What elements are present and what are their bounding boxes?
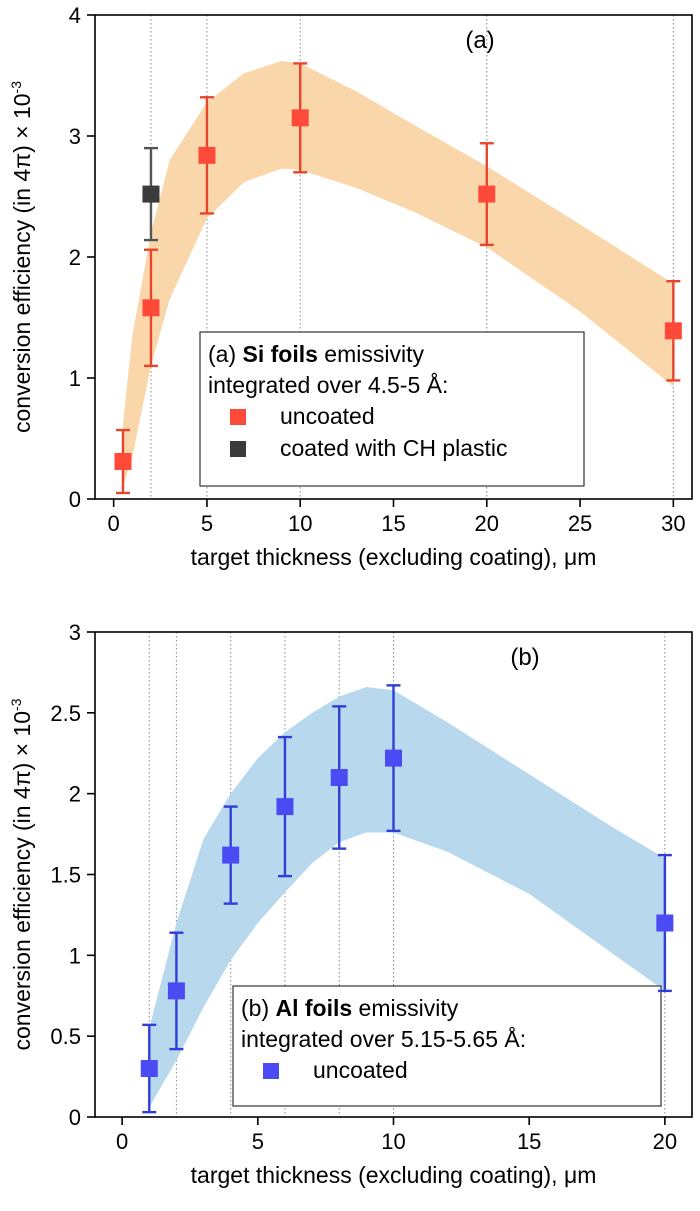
y-tick-label: 2	[69, 245, 81, 270]
x-tick-label: 5	[252, 1129, 264, 1154]
x-axis-title: target thickness (excluding coating), μm	[191, 544, 597, 570]
x-tick-label: 20	[475, 511, 499, 536]
y-tick-label: 4	[69, 3, 81, 28]
data-point	[291, 109, 309, 127]
panel-label: (a)	[465, 27, 494, 54]
legend-title-suffix: emissivity	[318, 341, 425, 367]
chart-panel-a: 0 5 10 15 20 25 30 0 1 2 3 4 target thickness (exclu…	[8, 3, 693, 570]
y-tick-label: 2.5	[50, 701, 81, 726]
y-axis-title: conversion efficiency (in 4π) × 10-3	[8, 698, 35, 1050]
data-point	[142, 299, 160, 317]
legend-marker	[230, 409, 246, 425]
legend-title: (a) Si foils emissivity	[208, 341, 424, 367]
y-axis-title-main: conversion efficiency (in 4π) × 10	[9, 711, 35, 1051]
data-point	[198, 146, 216, 164]
uncertainty-band	[149, 686, 665, 1108]
data-point	[330, 769, 348, 786]
legend-subtitle: integrated over 5.15-5.65 Å:	[241, 1025, 526, 1052]
y-axis-title-exponent: -3	[8, 81, 24, 94]
y-tick-label: 1	[69, 943, 81, 968]
data-point	[167, 982, 185, 1000]
x-tick-label: 20	[653, 1129, 677, 1154]
x-tick-label: 10	[288, 511, 312, 536]
data-point	[142, 185, 160, 203]
y-tick-label: 1.5	[50, 863, 81, 888]
legend-title-prefix: (b)	[241, 995, 276, 1021]
y-axis-title: conversion efficiency (in 4π) × 10-3	[8, 81, 35, 433]
x-tick-label: 10	[381, 1129, 405, 1154]
data-point	[664, 322, 682, 340]
data-point	[114, 452, 132, 470]
data-point	[140, 1060, 158, 1077]
y-tick-label: 0	[69, 487, 81, 512]
legend-marker	[230, 441, 246, 457]
x-axis-title: target thickness (excluding coating), μm	[191, 1162, 597, 1188]
y-tick-label: 1	[69, 366, 81, 391]
y-tick-label: 3	[69, 620, 81, 645]
y-tick-label: 0.5	[50, 1024, 81, 1049]
x-tick-label: 5	[201, 511, 213, 536]
panel-label: (b)	[510, 644, 539, 671]
data-point	[478, 185, 496, 203]
legend-entry: coated with CH plastic	[280, 435, 508, 461]
x-tick-label: 15	[381, 511, 405, 536]
legend-marker	[263, 1063, 279, 1079]
legend-title-prefix: (a)	[208, 341, 243, 367]
x-tick-label: 0	[116, 1129, 128, 1154]
y-axis-title-exponent: -3	[8, 698, 24, 711]
x-tick-label: 15	[517, 1129, 541, 1154]
y-tick-label: 2	[69, 782, 81, 807]
data-point	[222, 846, 240, 864]
legend-entry: uncoated	[313, 1057, 408, 1083]
x-tick-label: 25	[568, 511, 592, 536]
x-tick-label: 30	[661, 511, 685, 536]
legend-subtitle: integrated over 4.5-5 Å:	[208, 371, 448, 398]
y-tick-label: 0	[69, 1105, 81, 1130]
x-tick-label: 0	[108, 511, 120, 536]
y-axis-title-main: conversion efficiency (in 4π) × 10	[9, 93, 35, 433]
uncertainty-band	[122, 60, 674, 487]
legend-box	[199, 331, 585, 487]
data-point	[385, 749, 402, 767]
legend-title-suffix: emissivity	[352, 995, 459, 1021]
legend-title: (b) Al foils emissivity	[241, 995, 459, 1021]
y-tick-label: 3	[69, 124, 81, 149]
chart-panel-b: 0 5 10 15 20 0 0.5 1 1.5 2 2.5 3 target thickness (e…	[8, 620, 693, 1188]
data-point	[276, 798, 294, 816]
data-point	[656, 914, 674, 932]
legend-title-bold: Al foils	[276, 995, 353, 1021]
legend-entry: uncoated	[280, 403, 375, 429]
legend-title-bold: Si foils	[243, 341, 318, 367]
legend-box	[232, 985, 662, 1107]
